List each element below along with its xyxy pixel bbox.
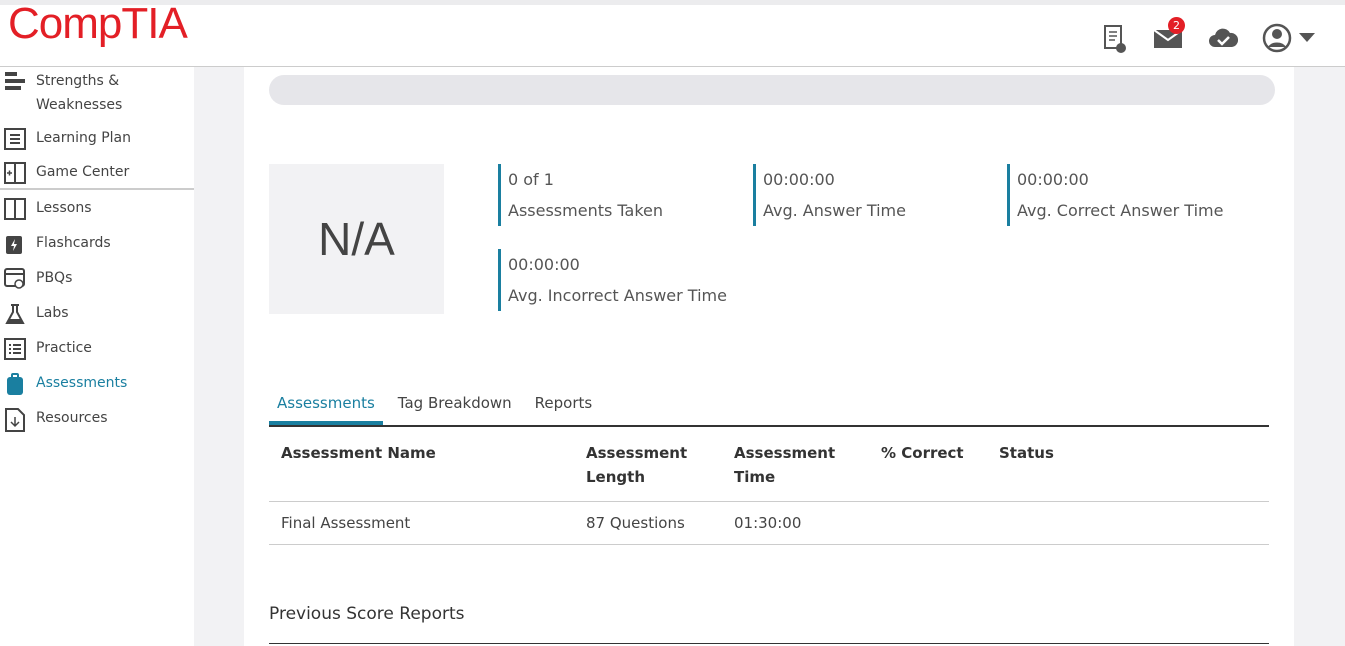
stat-assessments-taken: 0 of 1 Assessments Taken	[498, 164, 663, 226]
list-icon	[4, 338, 26, 360]
table-header-row: Assessment Name Assessment Length Assess…	[269, 429, 1269, 502]
header: CompTIA 2	[0, 0, 1345, 67]
sidebar-item-labs[interactable]: Labs	[0, 301, 194, 325]
strengths-icon	[5, 72, 25, 90]
chevron-down-icon[interactable]	[1297, 30, 1317, 44]
divider	[269, 643, 1269, 644]
tab-assessments[interactable]: Assessments	[269, 385, 383, 425]
sidebar-item-strengths[interactable]: Strengths & Weaknesses	[0, 69, 194, 117]
col-correct: % Correct	[869, 429, 987, 502]
mail-badge: 2	[1168, 17, 1185, 34]
flask-icon	[5, 304, 25, 324]
certificate-icon[interactable]	[1100, 23, 1130, 53]
score-box: N/A	[269, 164, 444, 314]
book-icon	[4, 198, 26, 220]
flashcards-icon	[6, 236, 22, 254]
sidebar-divider	[0, 188, 194, 190]
main-content: N/A 0 of 1 Assessments Taken 00:00:00 Avg.…	[244, 67, 1294, 646]
sidebar-item-resources[interactable]: Resources	[0, 406, 194, 432]
clipboard-icon	[7, 373, 23, 395]
cell-name[interactable]: Final Assessment	[269, 501, 574, 545]
col-status: Status	[987, 429, 1269, 502]
previous-reports-title: Previous Score Reports	[269, 604, 465, 624]
progress-bar	[269, 75, 1275, 105]
pbq-icon	[4, 268, 25, 289]
cell-time: 01:30:00	[722, 501, 869, 545]
stat-avg-incorrect-time: 00:00:00 Avg. Incorrect Answer Time	[498, 249, 727, 311]
download-file-icon	[5, 408, 25, 432]
top-strip	[0, 0, 1345, 5]
sidebar-item-pbqs[interactable]: PBQs	[0, 266, 194, 290]
table-row[interactable]: Final Assessment 87 Questions 01:30:00	[269, 501, 1269, 545]
stat-avg-answer-time: 00:00:00 Avg. Answer Time	[753, 164, 906, 226]
sidebar: Strengths & Weaknesses Learning Plan Gam…	[0, 67, 194, 646]
assessments-table: Assessment Name Assessment Length Assess…	[269, 429, 1269, 545]
cell-status	[987, 501, 1269, 545]
sidebar-item-assessments[interactable]: Assessments	[0, 371, 194, 395]
learning-plan-icon	[4, 128, 26, 150]
cell-correct	[869, 501, 987, 545]
user-avatar-icon[interactable]	[1262, 23, 1292, 53]
sidebar-item-practice[interactable]: Practice	[0, 336, 194, 360]
col-name: Assessment Name	[269, 429, 574, 502]
tab-bar: Assessments Tag Breakdown Reports	[269, 385, 1269, 427]
sidebar-item-flashcards[interactable]: Flashcards	[0, 231, 194, 255]
cloud-check-icon[interactable]	[1208, 23, 1238, 53]
col-length: Assessment Length	[574, 429, 722, 502]
col-time: Assessment Time	[722, 429, 869, 502]
cell-length: 87 Questions	[574, 501, 722, 545]
tab-tag-breakdown[interactable]: Tag Breakdown	[397, 394, 512, 412]
sidebar-item-lessons[interactable]: Lessons	[0, 196, 194, 220]
stat-avg-correct-time: 00:00:00 Avg. Correct Answer Time	[1007, 164, 1223, 226]
comptia-logo[interactable]: CompTIA	[8, 0, 188, 48]
game-center-icon	[4, 162, 26, 184]
sidebar-item-learning-plan[interactable]: Learning Plan	[0, 126, 194, 150]
tab-reports[interactable]: Reports	[534, 394, 593, 412]
sidebar-item-game-center[interactable]: Game Center	[0, 160, 194, 184]
